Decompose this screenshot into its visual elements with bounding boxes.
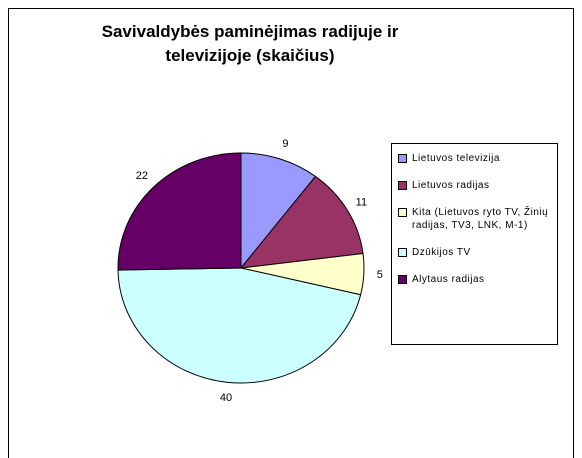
legend-label: Lietuvos televizija [412,153,500,164]
chart-frame [8,8,574,458]
legend-label: Dzūkijos TV [412,247,471,258]
legend-item: Kita (Lietuvos ryto TV, Žinių radijas, T… [398,206,553,232]
legend-item: Dzūkijos TV [398,246,553,259]
legend-label: Lietuvos radijas [412,180,490,191]
legend-swatch [398,208,407,217]
data-label: 5 [377,269,383,281]
pie-slice [117,152,242,271]
pie-slice [239,175,364,269]
data-label: 9 [282,138,288,150]
legend-item: Lietuvos radijas [398,179,553,192]
legend-swatch [398,154,407,163]
pie-slice [117,267,362,384]
data-label: 11 [356,196,367,208]
pie-slice [240,152,317,270]
data-label: 22 [136,170,148,182]
legend-item: Alytaus radijas [398,273,553,286]
legend-swatch [398,248,407,257]
legend-label: Alytaus radijas [412,274,485,285]
legend-item: Lietuvos televizija [398,152,553,165]
legend-swatch [398,275,407,284]
legend-label: Kita (Lietuvos ryto TV, Žinių radijas, T… [412,207,549,231]
chart-title: Savivaldybės paminėjimas radijuje ir tel… [101,22,399,65]
legend-swatch [398,181,407,190]
legend: Lietuvos televizija Lietuvos radijas Kita … [391,143,558,345]
data-label: 40 [220,392,232,404]
